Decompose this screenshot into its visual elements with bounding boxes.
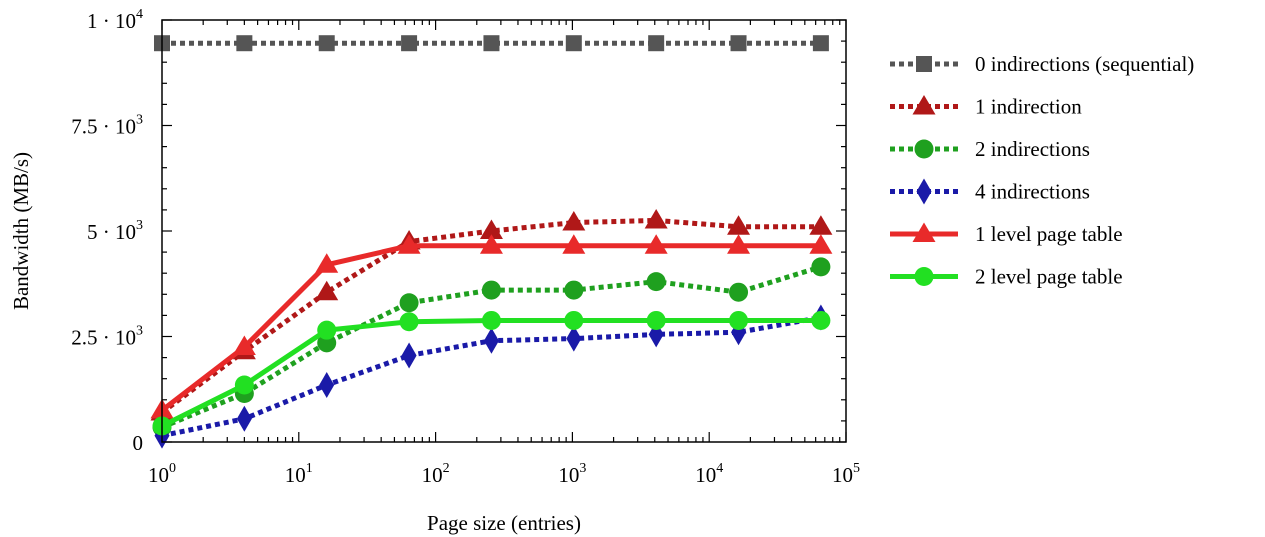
x-axis-title: Page size (entries)	[427, 511, 581, 535]
legend-marker	[912, 95, 936, 115]
data-point	[562, 211, 586, 231]
data-point	[315, 280, 339, 301]
series-1	[154, 35, 829, 52]
legend-label: 4 indirections	[975, 180, 1090, 204]
y-axis-title: Bandwidth (MB/s)	[9, 152, 33, 310]
data-point	[644, 208, 668, 229]
data-point	[483, 35, 500, 52]
legend-label: 1 indirection	[975, 95, 1082, 119]
data-point	[564, 310, 584, 330]
x-tick-label: 101	[285, 461, 313, 487]
legend-item: 4 indirections	[890, 178, 1090, 205]
data-point	[566, 325, 582, 352]
data-point	[481, 310, 501, 330]
x-tick-label: 102	[422, 461, 450, 487]
data-point	[232, 335, 256, 356]
tick-labels: 100 101 102 103 104 105 0 2.5 · 103 5 · 103 7.5 ·…	[71, 7, 860, 487]
legend-marker	[914, 267, 934, 286]
legend-item: 1 indirection	[890, 95, 1082, 119]
legend-label: 2 indirections	[975, 137, 1090, 161]
x-tick-label: 100	[148, 461, 176, 487]
data-point	[809, 234, 833, 254]
data-point	[318, 35, 335, 52]
legend-marker	[916, 56, 932, 72]
data-point	[479, 234, 503, 254]
data-point	[727, 234, 751, 254]
legend-item: 2 indirections	[890, 137, 1090, 161]
data-point	[399, 312, 419, 332]
legend-marker	[914, 139, 934, 159]
data-point	[234, 375, 254, 395]
data-point	[317, 320, 337, 340]
data-point	[401, 35, 418, 52]
series-6	[152, 310, 831, 436]
plot-frame	[161, 19, 847, 443]
data-point	[483, 327, 499, 354]
data-point	[564, 280, 584, 300]
data-point	[646, 272, 666, 292]
y-tick-label: 2.5 · 103	[71, 324, 143, 350]
data-point	[236, 35, 253, 52]
data-point	[315, 253, 339, 273]
y-tick-label: 7.5 · 103	[71, 113, 143, 139]
data-point	[811, 257, 831, 277]
legend-item: 1 level page table	[890, 222, 1123, 246]
x-tick-label: 104	[695, 461, 723, 487]
data-point	[644, 234, 668, 254]
legend-marker	[916, 178, 932, 205]
data-point	[319, 372, 335, 399]
legend-label: 1 level page table	[975, 222, 1123, 246]
data-point	[236, 405, 252, 432]
data-point	[479, 219, 503, 239]
y-tick-label: 5 · 103	[87, 218, 143, 244]
series-line	[160, 217, 821, 415]
x-tick-label: 105	[832, 461, 860, 487]
legend-item: 0 indirections (sequential)	[890, 52, 1194, 76]
data-point	[397, 234, 421, 254]
data-point	[811, 310, 831, 330]
series-5	[150, 234, 833, 419]
data-point	[648, 35, 665, 52]
data-point	[730, 35, 747, 52]
data-point	[809, 215, 833, 235]
legend-label: 2 level page table	[975, 265, 1123, 289]
legend-marker	[912, 222, 936, 242]
data-point	[729, 282, 749, 302]
y-tick-label: 0	[133, 431, 144, 455]
series-group	[150, 35, 833, 449]
x-tick-label: 103	[558, 461, 586, 487]
data-point	[562, 234, 586, 254]
data-point	[565, 35, 582, 52]
data-point	[727, 215, 751, 235]
data-point	[401, 342, 417, 369]
data-point	[646, 310, 666, 330]
data-point	[729, 310, 749, 330]
legend-item: 2 level page table	[890, 265, 1123, 289]
data-point	[481, 280, 501, 300]
legend-label: 0 indirections (sequential)	[975, 52, 1194, 76]
data-point	[399, 293, 419, 313]
legend: 0 indirections (sequential) 1 indirection…	[890, 52, 1194, 289]
data-point	[812, 35, 829, 52]
y-tick-label: 1 · 104	[87, 7, 143, 33]
